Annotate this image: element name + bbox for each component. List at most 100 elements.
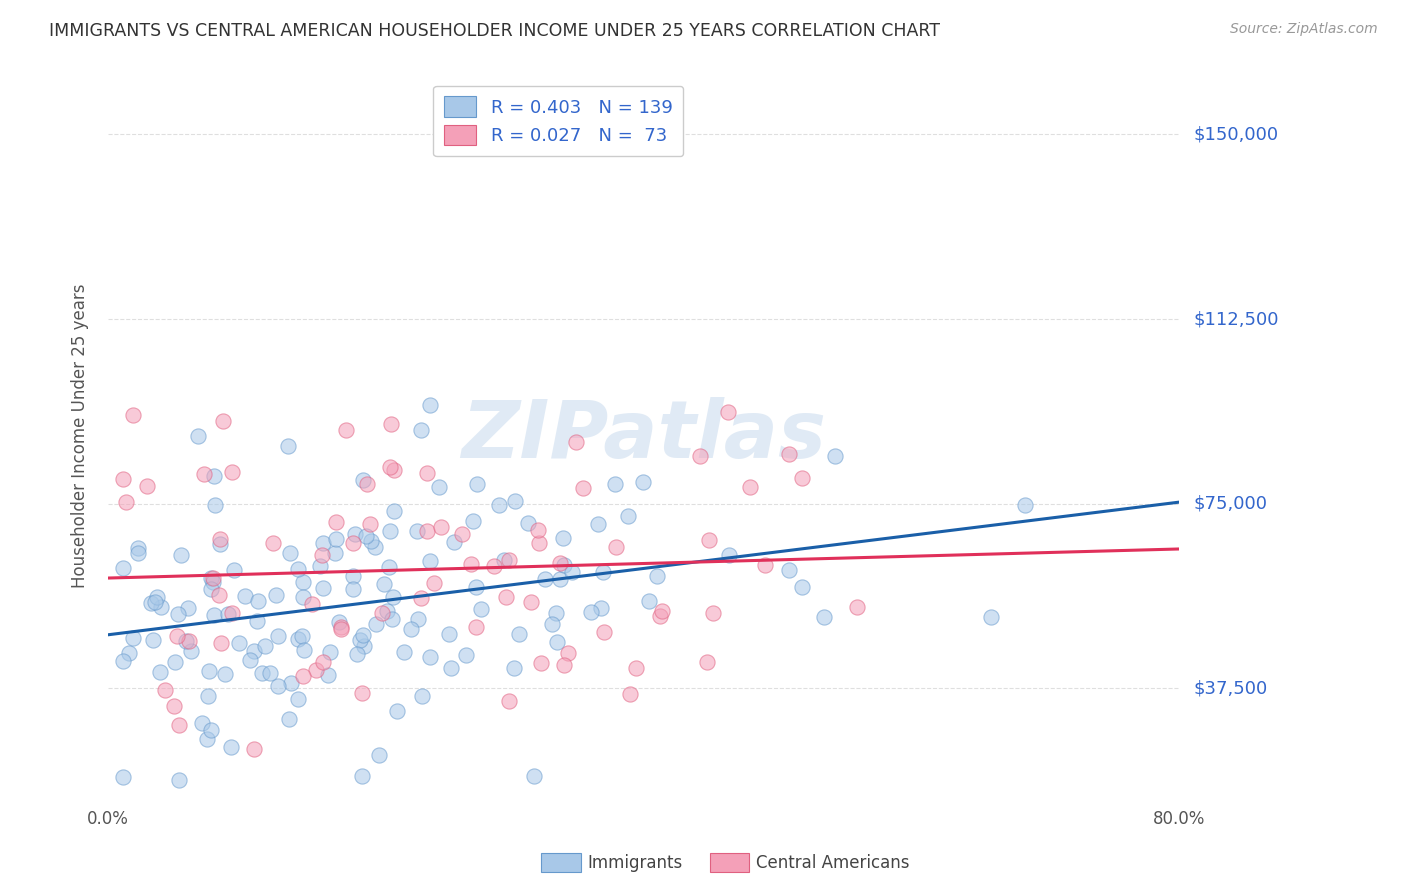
Point [551,531,574,545]
Point [689,449,711,463]
Point [375,604,398,618]
Point [553,658,575,673]
Point [371,607,394,621]
Point [546,635,568,649]
Point [233,589,256,603]
Point [427,480,450,494]
Point [418,650,440,665]
Point [193,467,215,482]
Point [498,553,520,567]
Point [626,661,648,675]
Point [201,574,224,589]
Point [460,557,482,571]
Point [323,546,346,560]
Point [202,607,225,622]
Point [267,679,290,693]
Point [440,661,463,675]
Point [605,540,627,554]
Point [142,632,165,647]
Point [529,536,551,550]
Point [111,472,134,486]
Point [342,569,364,583]
Point [127,545,149,559]
Text: $150,000: $150,000 [1194,126,1278,144]
Point [349,633,371,648]
Point [291,628,314,642]
Point [464,619,486,633]
Point [356,476,378,491]
Point [200,582,222,597]
Point [845,599,868,614]
Point [342,536,364,550]
Point [411,689,433,703]
Point [335,423,357,437]
Point [267,629,290,643]
Point [553,558,575,573]
Point [112,560,135,574]
Point [221,465,243,479]
Point [246,614,269,628]
Point [697,533,720,547]
Point [153,682,176,697]
Point [262,535,284,549]
Point [541,616,564,631]
Point [312,655,335,669]
Point [470,601,492,615]
Point [202,469,225,483]
Point [648,609,671,624]
Point [354,529,377,543]
Point [571,481,593,495]
Point [586,517,609,532]
Point [208,588,231,602]
Point [381,590,404,604]
Point [219,740,242,755]
Text: Source: ZipAtlas.com: Source: ZipAtlas.com [1230,22,1378,37]
Point [136,479,159,493]
Point [243,742,266,756]
Point [328,615,350,629]
Point [291,669,314,683]
Point [378,560,401,574]
Point [359,516,381,531]
Point [399,623,422,637]
Point [696,655,718,669]
Point [980,609,1002,624]
Point [378,524,401,539]
Point [200,723,222,737]
Point [139,596,162,610]
Point [170,548,193,562]
Point [482,559,505,574]
Point [311,549,333,563]
Point [111,770,134,784]
Point [503,493,526,508]
Point [617,509,640,524]
Point [217,607,239,622]
Point [579,605,602,619]
Point [443,534,465,549]
Point [651,604,673,618]
Point [342,582,364,596]
Point [291,590,314,604]
Point [593,625,616,640]
Point [221,606,243,620]
Y-axis label: Householder Income Under 25 years: Householder Income Under 25 years [72,284,89,588]
Point [204,498,226,512]
Point [212,414,235,428]
Point [592,566,614,580]
Point [177,600,200,615]
Point [187,429,209,443]
Point [382,504,405,518]
Point [122,632,145,646]
Point [287,632,309,647]
Point [517,516,540,530]
Point [392,645,415,659]
Point [180,643,202,657]
Point [519,595,541,609]
Point [169,773,191,788]
Point [406,524,429,538]
Point [790,471,813,485]
Point [250,665,273,680]
Point [488,498,510,512]
Point [316,668,339,682]
Point [200,571,222,585]
